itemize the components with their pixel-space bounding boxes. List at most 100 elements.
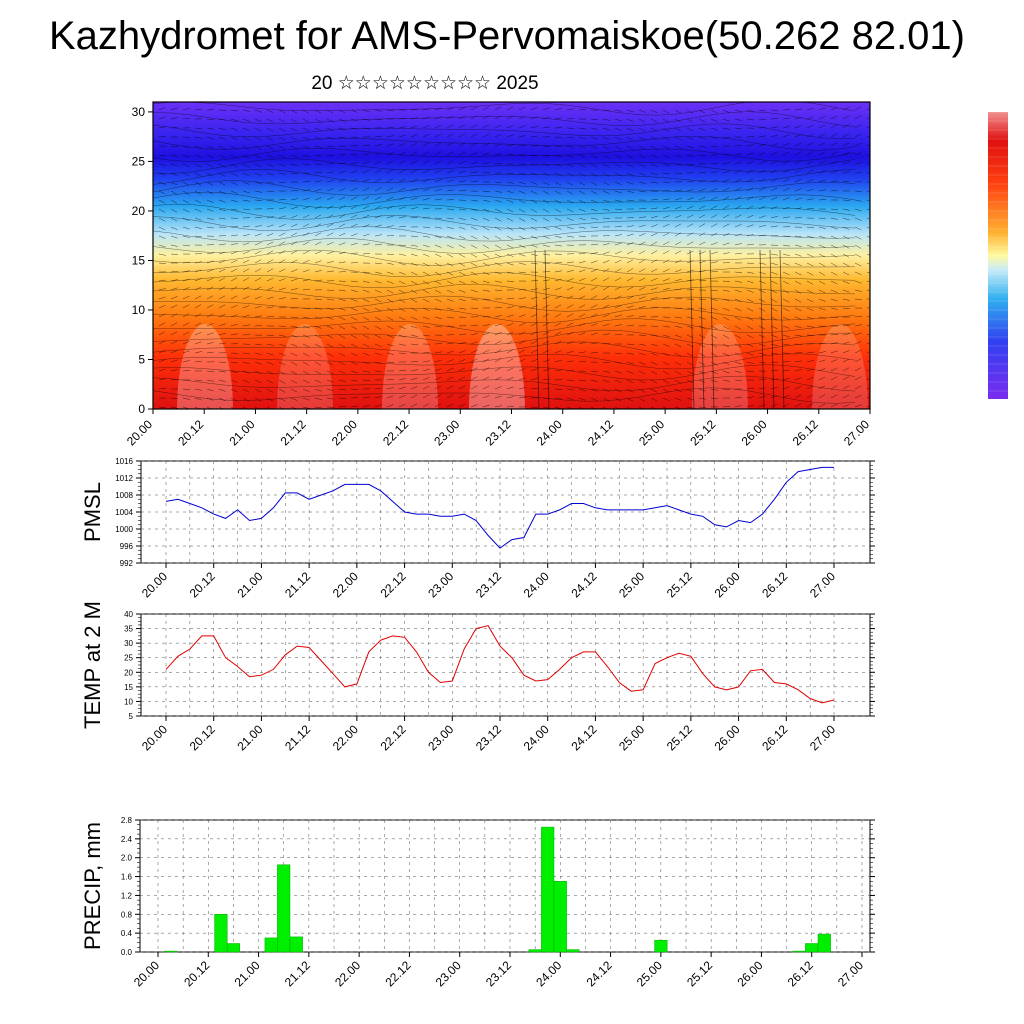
- wind-barb: [302, 109, 310, 114]
- wind-barb: [578, 136, 586, 139]
- wind-barb: [434, 133, 442, 138]
- wind-barb: [602, 323, 610, 327]
- wind-barb: [602, 172, 610, 177]
- wind-barb: [698, 316, 706, 320]
- wind-barb: [242, 286, 250, 291]
- wind-barb: [602, 304, 610, 309]
- wind-barb: [746, 152, 754, 156]
- wind-barb: [326, 370, 334, 375]
- wind-barb: [866, 307, 870, 309]
- wind-barb: [770, 289, 778, 294]
- wind-barb: [494, 199, 502, 203]
- wind-barb: [446, 107, 454, 111]
- y-tick-label: 992: [120, 559, 134, 568]
- wind-barb: [290, 215, 298, 219]
- wind-barb: [758, 178, 766, 183]
- wind-barb: [590, 352, 599, 354]
- wind-barb: [506, 172, 515, 174]
- wind-barb: [182, 163, 190, 167]
- wind-barb: [506, 106, 514, 111]
- wind-barb: [866, 217, 870, 220]
- wind-barb: [230, 242, 238, 246]
- wind-barb: [374, 404, 382, 408]
- wind-barb: [386, 206, 394, 210]
- wind-barb: [614, 136, 622, 141]
- wind-barb: [506, 226, 514, 231]
- wind-barb: [422, 352, 431, 354]
- wind-barb: [158, 313, 166, 318]
- wind-barb: [734, 343, 742, 348]
- wind-barb: [590, 260, 598, 264]
- wind-barb: [170, 217, 178, 222]
- wind-barb: [350, 178, 358, 183]
- wind-barb: [386, 387, 394, 390]
- wind-barb: [566, 331, 574, 336]
- wind-barb: [266, 316, 275, 318]
- wind-barb: [314, 145, 322, 148]
- wind-barb: [746, 370, 754, 373]
- wind-barb: [746, 161, 754, 165]
- wind-barb: [770, 196, 778, 201]
- wind-barb: [638, 296, 646, 300]
- wind-barb: [362, 298, 370, 303]
- wind-barb: [854, 324, 862, 327]
- wind-barb: [770, 253, 778, 256]
- wind-barb: [482, 106, 490, 111]
- wind-barb: [194, 108, 202, 111]
- wind-barb: [614, 208, 623, 211]
- wind-barb: [386, 109, 395, 112]
- wind-barb: [698, 188, 706, 192]
- wind-barb: [278, 163, 286, 167]
- wind-barb: [806, 235, 814, 238]
- wind-barb: [398, 271, 406, 275]
- wind-barb: [314, 127, 322, 132]
- wind-barb: [242, 305, 250, 309]
- wind-barb: [254, 145, 262, 150]
- wind-barb: [506, 323, 514, 327]
- wind-barb: [854, 133, 862, 138]
- wind-barb: [266, 241, 274, 246]
- y-tick-label: 5: [138, 352, 145, 366]
- wind-barb: [242, 370, 250, 374]
- streamline: [153, 237, 856, 254]
- wind-barb: [782, 307, 790, 312]
- wind-barb: [470, 106, 478, 111]
- wind-barb: [530, 126, 538, 129]
- wind-barb: [422, 142, 430, 147]
- wind-barb: [374, 234, 382, 237]
- wind-barb: [266, 163, 274, 167]
- wind-barb: [638, 208, 647, 210]
- wind-barb: [782, 197, 790, 201]
- streamline: [153, 158, 856, 174]
- wind-barb: [374, 161, 382, 165]
- wind-barb: [722, 109, 730, 113]
- wind-barb: [530, 387, 538, 390]
- wind-barb: [482, 332, 490, 336]
- wind-barb: [746, 234, 754, 237]
- wind-barb: [254, 154, 262, 159]
- wind-barb: [806, 325, 814, 328]
- wind-barb: [170, 163, 178, 167]
- wind-barb: [326, 307, 334, 311]
- wind-barb: [554, 304, 562, 309]
- x-tick-label: 22.00: [330, 722, 361, 753]
- wind-barb: [182, 181, 190, 186]
- wind-barb: [758, 225, 766, 228]
- wind-barb: [434, 226, 442, 229]
- wind-barb: [290, 223, 298, 228]
- wind-barb: [470, 115, 478, 120]
- wind-barb: [818, 403, 826, 408]
- wind-barb: [674, 136, 682, 141]
- wind-barb: [794, 307, 802, 312]
- wind-barb: [242, 172, 250, 177]
- wind-barb: [602, 181, 610, 186]
- x-tick-label: 26.12: [785, 958, 816, 989]
- wind-barb: [854, 190, 863, 192]
- wind-barb: [398, 289, 406, 294]
- wind-barb: [362, 224, 370, 228]
- wind-barb: [794, 178, 802, 183]
- wind-barb: [842, 180, 850, 183]
- wind-barb: [554, 331, 562, 336]
- chart-title: Kazhydromet for AMS-Pervomaiskoe(50.262 …: [49, 14, 965, 58]
- wind-barb: [506, 253, 514, 257]
